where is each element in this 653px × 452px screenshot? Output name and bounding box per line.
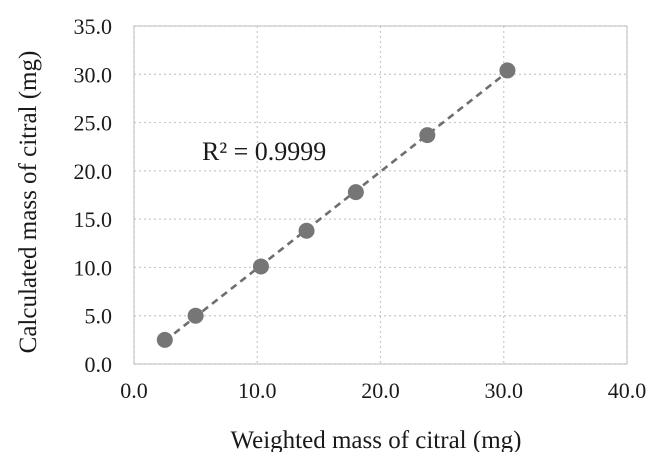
data-point	[499, 62, 516, 79]
y-axis-title: Calculated mass of citral (mg)	[15, 51, 42, 354]
y-tick-label: 35.0	[74, 14, 113, 39]
plot-area-border	[133, 25, 628, 365]
x-tick-label: 30.0	[485, 378, 524, 403]
trendline-group	[164, 70, 509, 342]
x-tick-labels: 0.0 10.0 20.0 30.0 40.0	[120, 378, 646, 403]
x-tick-label: 10.0	[238, 378, 277, 403]
data-points	[156, 62, 516, 348]
data-point	[419, 127, 436, 144]
grid	[133, 25, 628, 365]
x-tick-label: 0.0	[120, 378, 148, 403]
data-point	[187, 307, 204, 324]
y-tick-label: 10.0	[74, 255, 113, 280]
x-axis-title: Weighted mass of citral (mg)	[231, 427, 522, 452]
x-tick-label: 40.0	[608, 378, 647, 403]
r-squared-annotation: R² = 0.9999	[202, 137, 326, 166]
data-point	[156, 331, 173, 348]
data-point	[347, 184, 364, 201]
trendline	[164, 70, 509, 342]
x-tick-label: 20.0	[361, 378, 400, 403]
y-tick-label: 0.0	[85, 352, 113, 377]
y-tick-label: 30.0	[74, 62, 113, 87]
data-point	[298, 222, 315, 239]
y-tick-labels: 0.0 5.0 10.0 15.0 20.0 25.0 30.0 35.0	[74, 14, 113, 377]
y-tick-label: 5.0	[85, 304, 113, 329]
y-tick-label: 15.0	[74, 207, 113, 232]
y-tick-label: 25.0	[74, 111, 113, 136]
y-tick-label: 20.0	[74, 159, 113, 184]
data-point	[252, 258, 269, 275]
